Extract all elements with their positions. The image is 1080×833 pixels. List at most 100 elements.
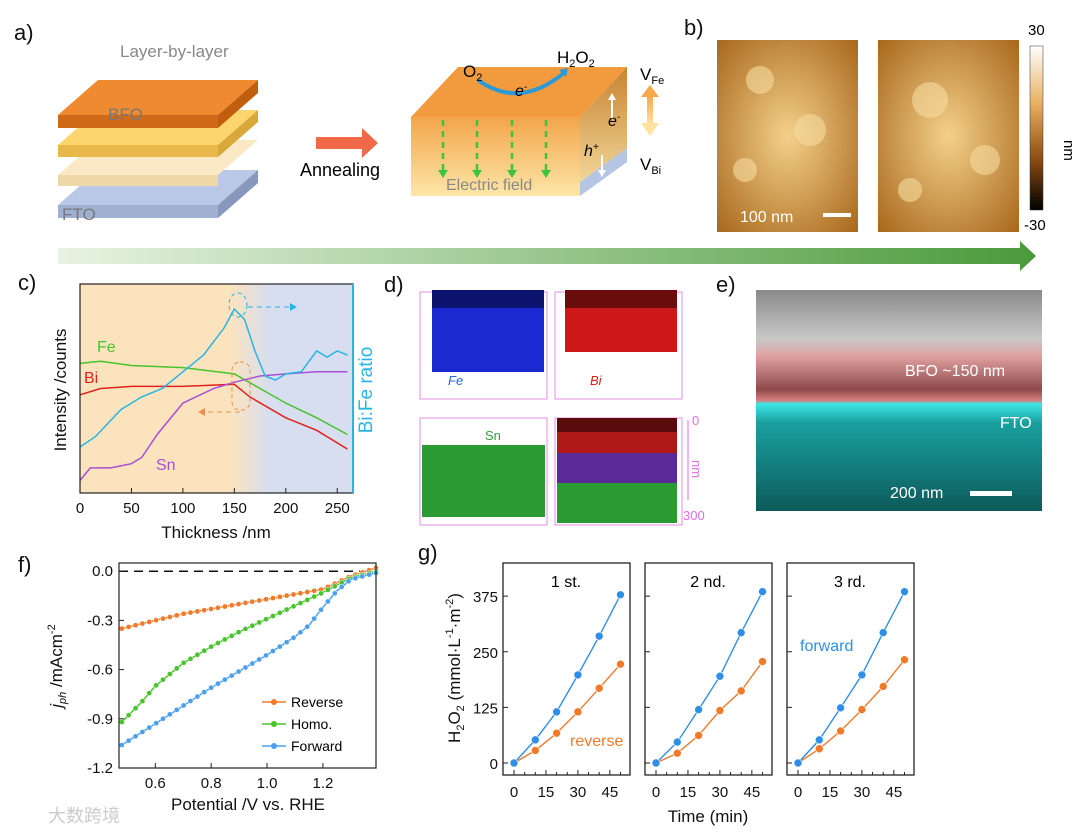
data-point-homo <box>311 593 318 600</box>
series-label-bi: Bi <box>84 370 98 387</box>
data-point-forward <box>325 598 331 605</box>
afm-image-1 <box>717 40 858 232</box>
reverse-annotation: reverse <box>570 733 623 750</box>
x-tick-label-c: 50 <box>123 500 140 517</box>
data-point-forward <box>758 587 767 596</box>
x-tick-label-c: 200 <box>273 500 298 517</box>
subplot-frame <box>644 562 773 776</box>
x-tick-label-g: 0 <box>510 784 518 801</box>
data-point-forward <box>651 758 661 768</box>
y-axis-label-f: jph /mAcm-2 <box>46 624 69 709</box>
vacancy-double-arrow-icon <box>641 85 659 136</box>
data-point-forward <box>736 628 746 637</box>
data-point-forward <box>836 703 845 713</box>
data-point-reverse <box>146 619 153 625</box>
afm-image-2 <box>878 40 1019 232</box>
fto-label-e: FTO <box>1000 415 1032 432</box>
data-point-forward <box>552 707 561 717</box>
data-point-homo <box>256 619 263 626</box>
data-point-forward <box>672 737 682 747</box>
data-point-homo <box>118 719 125 725</box>
panel-label-g: g) <box>418 540 438 565</box>
fto-label: FTO <box>62 205 96 224</box>
series-line-forward <box>121 572 377 746</box>
x-tick-label-g: 15 <box>538 784 555 801</box>
panel-g: g) 1 st. 0 15 30 45 0 125 250 375 2 nd. 0 15 30 45 3 r… <box>418 540 915 826</box>
sem-cross-section <box>756 290 1042 511</box>
panel-e: e) BFO ~150 nm FTO 200 nm <box>716 272 1042 511</box>
data-point-forward <box>694 705 703 714</box>
data-point-reverse <box>118 625 125 632</box>
data-point-forward <box>297 629 304 636</box>
data-point-homo <box>242 626 249 632</box>
y-tick-label-g: 0 <box>490 756 498 773</box>
x-tick-label-f: 0.8 <box>201 775 222 792</box>
y-label-part: 2 <box>455 725 467 731</box>
data-point-forward <box>594 631 604 641</box>
data-point-homo <box>283 606 290 613</box>
process-gradient-arrow <box>58 241 1036 271</box>
data-point-forward <box>249 660 256 667</box>
data-point-homo <box>297 600 304 606</box>
data-point-forward <box>187 698 194 704</box>
y-label-part: 2 <box>455 705 467 711</box>
data-point-forward <box>146 724 153 731</box>
data-point-homo <box>228 632 235 639</box>
panel-c: c) Fe Bi Sn 0 50 100 150 200 250 Thickness /nm Int… <box>18 270 377 542</box>
electric-field-arrows <box>441 120 548 170</box>
data-point-forward <box>573 670 583 680</box>
x-tick-label-g: 30 <box>854 784 871 801</box>
y-label-part: (mmol·L <box>445 638 464 705</box>
data-point-homo <box>187 655 194 662</box>
annealing-arrow-icon <box>316 128 378 158</box>
x-tick-label-g: 30 <box>712 784 729 801</box>
series-line-reverse <box>797 659 906 764</box>
data-point-forward <box>338 584 345 590</box>
data-point-reverse <box>297 590 304 597</box>
data-point-forward <box>366 571 372 578</box>
data-point-reverse <box>180 610 187 617</box>
data-point-forward <box>318 606 324 613</box>
data-point-reverse <box>235 601 242 607</box>
data-point-reverse <box>758 657 767 666</box>
afm-scale-label: 100 nm <box>740 209 793 226</box>
series-line-biferatio <box>79 307 348 448</box>
data-point-homo <box>249 622 256 629</box>
electric-field-label: Electric field <box>446 177 532 194</box>
colorbar <box>1029 45 1044 211</box>
data-point-reverse <box>215 604 221 611</box>
y-tick-label-f: -0.3 <box>87 612 113 629</box>
subplot-title: 2 nd. <box>690 574 726 591</box>
stacked-layers <box>58 80 258 218</box>
legend-label: Forward <box>291 738 342 754</box>
y-tick-label-f: -0.6 <box>87 662 113 679</box>
data-point-homo <box>132 705 139 712</box>
y-label-part: H <box>445 731 464 743</box>
data-point-homo <box>160 676 166 683</box>
data-point-reverse <box>167 614 173 620</box>
electron-label-top: e- <box>515 82 528 100</box>
h2o2-label: H2O2 <box>557 48 595 70</box>
data-point-forward <box>276 643 283 650</box>
data-point-reverse <box>836 726 845 736</box>
data-point-forward <box>153 720 159 727</box>
data-point-forward <box>345 578 352 585</box>
y-label-part: j <box>47 703 66 710</box>
series-label-fe: Fe <box>97 339 116 356</box>
x-tick-label-f: 0.6 <box>145 775 166 792</box>
subplot-frame <box>502 562 631 776</box>
data-point-homo <box>270 613 276 619</box>
x-axis-label-c: Thickness /nm <box>161 523 271 542</box>
data-point-forward <box>359 573 366 580</box>
data-point-reverse <box>290 591 297 598</box>
layer-by-layer-label: Layer-by-layer <box>120 42 229 61</box>
legend-label: Reverse <box>291 694 343 710</box>
data-point-reverse <box>194 608 201 615</box>
plot-frame-f <box>118 562 377 769</box>
y-tick-label-f: -0.9 <box>87 711 113 728</box>
y-tick-label-f: -1.2 <box>87 760 113 777</box>
data-point-reverse <box>283 592 290 599</box>
data-point-forward <box>235 668 242 675</box>
series-line-fe <box>79 360 348 436</box>
data-point-forward <box>814 735 824 745</box>
